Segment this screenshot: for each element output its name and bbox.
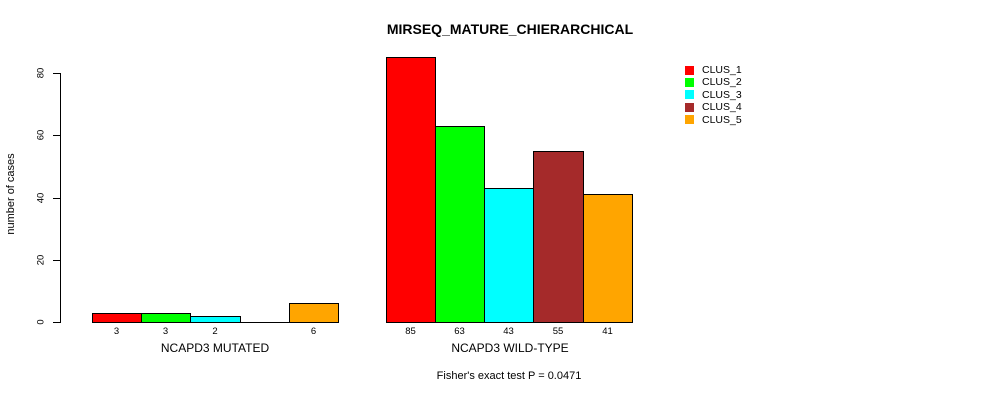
y-axis-tick-label: 0 (35, 319, 47, 325)
y-axis-tick (53, 198, 60, 199)
chart-title: MIRSEQ_MATURE_CHIERARCHICAL (386, 21, 634, 37)
y-axis-tick-label: 40 (35, 192, 47, 204)
bar-clus_2-group0 (141, 313, 191, 323)
legend-swatch-clus_1 (685, 65, 694, 75)
y-axis-line (60, 73, 61, 323)
y-axis-tick (53, 135, 60, 136)
legend-label-clus_3: CLUS_3 (702, 88, 742, 101)
bar-value-label: 3 (113, 326, 120, 337)
legend-swatch-clus_4 (685, 102, 694, 112)
bar-clus_3-group0 (190, 316, 241, 323)
bar-clus_4-group1 (533, 151, 584, 323)
bar-value-label: 3 (162, 326, 169, 337)
bar-clus_4-group0 (240, 322, 290, 323)
bar-value-label: 6 (310, 326, 317, 337)
x-group-label-mutated: NCAPD3 MUTATED (160, 341, 270, 355)
bar-clus_1-group0 (92, 313, 142, 323)
bar-value-label: 85 (405, 326, 416, 337)
legend-label-clus_1: CLUS_1 (702, 64, 742, 76)
bar-clus_5-group0 (289, 303, 339, 323)
legend-swatch-clus_2 (685, 77, 694, 87)
y-axis-tick (53, 73, 60, 74)
bar-clus_5-group1 (583, 194, 633, 323)
y-axis-tick-label: 80 (35, 67, 47, 79)
bar-value-label: 63 (454, 326, 465, 337)
legend-label-clus_2: CLUS_2 (702, 76, 742, 89)
bar-value-label: 41 (602, 326, 613, 337)
x-group-label-wildtype: NCAPD3 WILD-TYPE (451, 341, 569, 355)
y-axis-tick-label: 20 (35, 254, 47, 266)
y-axis-tick (53, 260, 60, 261)
bar-clus_1-group1 (386, 57, 436, 323)
legend-swatch-clus_3 (685, 90, 694, 100)
y-axis-tick-label: 60 (35, 129, 47, 141)
y-axis-tick (53, 322, 60, 323)
bar-clus_2-group1 (435, 126, 485, 323)
bar-clus_3-group1 (484, 188, 534, 323)
y-axis-label: number of cases (5, 153, 17, 235)
legend-swatch-clus_5 (685, 115, 694, 125)
fisher-test-caption: Fisher's exact test P = 0.0471 (436, 370, 582, 382)
legend-label-clus_4: CLUS_4 (702, 101, 742, 114)
bar-value-label: 55 (552, 326, 564, 337)
bar-value-label: 43 (503, 326, 514, 337)
bar-value-label: 2 (212, 326, 218, 337)
legend-label-clus_5: CLUS_5 (702, 113, 742, 126)
